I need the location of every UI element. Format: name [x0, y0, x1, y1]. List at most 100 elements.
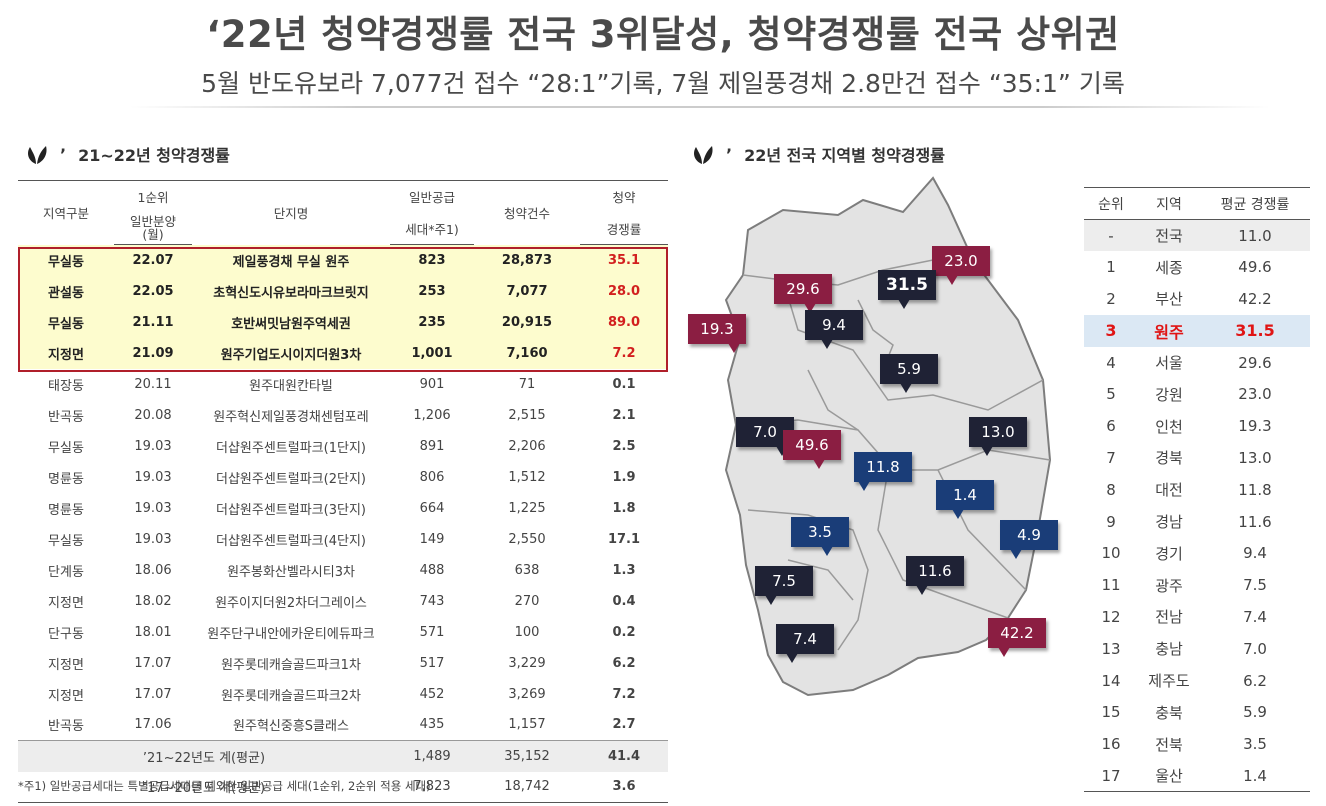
rank-cell-rate: 42.2	[1238, 289, 1272, 308]
left-section-heading: ’ 21~22년 청약경쟁률	[24, 142, 230, 166]
cell-region: 무실동	[48, 533, 84, 549]
map-label-ulsan: 4.9	[1000, 520, 1058, 559]
rank-cell-rate: 19.3	[1238, 417, 1272, 436]
cell-rate: 89.0	[580, 306, 668, 338]
cell-region: 무실동	[18, 306, 114, 338]
col-region: 지역	[1138, 187, 1200, 220]
cell-rate: 0.1	[612, 376, 636, 392]
rank-cell-region: 인천	[1155, 417, 1183, 436]
col-rate: 평균 경쟁률	[1200, 187, 1310, 220]
cell-date: 19.03	[134, 438, 172, 454]
cell-date: 17.07	[134, 655, 172, 671]
heading-tick: ’	[726, 144, 733, 164]
cell-date: 22.07	[114, 244, 192, 276]
rank-row: 3 원주 31.5	[1084, 314, 1310, 347]
cell-name: 더샵원주센트럴파크(1단지)	[216, 440, 366, 456]
cell-rate: 7.2	[612, 686, 636, 702]
cell-rate: 0.2	[612, 624, 636, 640]
cell-rate: 0.4	[612, 593, 636, 609]
cell-apps: 638	[514, 562, 540, 578]
col-supply-top: 일반공급	[390, 180, 474, 213]
table-row: 단계동 18.06 원주봉화산벨라시티3차 488 638 1.3	[18, 555, 668, 586]
cell-rate: 17.1	[607, 531, 641, 547]
table-row: 반곡동 17.06 원주혁신중흥S클래스 435 1,157 2.7	[18, 710, 668, 741]
cell-apps: 7,160	[474, 337, 580, 369]
rank-cell-rank: 2	[1106, 289, 1116, 308]
rank-cell-region: 서울	[1155, 354, 1183, 373]
cell-name: 원주봉화산벨라시티3차	[227, 564, 355, 580]
map-label-jeonbuk: 3.5	[791, 517, 849, 556]
rank-cell-region: 전북	[1155, 735, 1183, 754]
cell-supply: 435	[419, 717, 445, 733]
cell-date: 20.08	[134, 407, 172, 423]
cell-apps: 7,077	[474, 275, 580, 307]
cell-name: 원주단구내안에카운티에듀파크	[207, 626, 375, 642]
col-rate-bottom: 경쟁률	[580, 212, 668, 245]
heading-tick: ’	[60, 144, 67, 164]
col-date-top: 1순위	[114, 180, 192, 213]
rank-cell-region: 원주	[1138, 314, 1200, 347]
rank-cell-region: 경기	[1155, 544, 1183, 563]
cell-region: 단구동	[48, 626, 84, 642]
rank-cell-rank: 5	[1106, 385, 1116, 404]
map-label-incheon: 19.3	[688, 314, 746, 353]
rank-cell-rank: 11	[1101, 576, 1121, 595]
cell-apps: 2,206	[508, 438, 546, 454]
cell-name: 원주롯데캐슬골드파크2차	[221, 688, 361, 704]
rank-cell-rate: 9.4	[1243, 544, 1267, 563]
rank-cell-rank: 17	[1084, 760, 1138, 793]
rank-cell-rate: 7.4	[1243, 607, 1267, 626]
cell-rate: 6.2	[612, 655, 636, 671]
cell-apps: 20,915	[474, 306, 580, 338]
map-label-jeonnam: 7.4	[776, 624, 834, 663]
cell-rate: 1.9	[612, 469, 636, 485]
rank-table-body: - 전국 11.0 1 세종 49.6 2 부산 42.2 3 원주 31.5 4 서울 29.6 5 강원 23…	[1084, 219, 1310, 793]
table-row: 지정면 21.09 원주기업도시이지더원3차 1,001 7,160 7.2	[18, 337, 668, 369]
col-rate-top: 청약	[580, 180, 668, 213]
cell-rate: 1.3	[612, 562, 636, 578]
cell-region: 지정면	[48, 595, 84, 611]
cell-date: 21.11	[114, 306, 192, 338]
cell-supply: 823	[390, 244, 474, 276]
col-rank: 순위	[1084, 187, 1138, 220]
cell-apps: 1,157	[508, 717, 546, 733]
page-title: ‘22년 청약경쟁률 전국 3위달성, 청약경쟁률 전국 상위권	[206, 13, 1120, 56]
col-supply-bottom: 세대*주1)	[390, 212, 474, 245]
map-label-sejong: 49.6	[783, 430, 841, 469]
table-row: 무실동 19.03 더샵원주센트럴파크(4단지) 149 2,550 17.1	[18, 524, 668, 555]
table-row: 무실동 22.07 제일풍경채 무실 원주 823 28,873 35.1	[18, 244, 668, 276]
avg-rate: 41.4	[580, 740, 668, 772]
cell-apps: 2,515	[508, 407, 546, 423]
title-divider	[130, 106, 1270, 108]
cell-date: 18.06	[134, 562, 172, 578]
rank-cell-region: 대전	[1155, 481, 1183, 500]
cell-name: 원주혁신중흥S클래스	[233, 719, 349, 735]
rank-cell-rank: 3	[1084, 314, 1138, 347]
rank-row: 7 경북 13.0	[1084, 442, 1310, 474]
cell-region: 지정면	[48, 657, 84, 673]
rank-table: 순위 지역 평균 경쟁률 - 전국 11.0 1 세종 49.6 2 부산 42.2 3 원주 31.…	[1084, 187, 1310, 793]
cell-name: 원주대원칸타빌	[249, 378, 333, 394]
rank-row: 15 충북 5.9	[1084, 696, 1310, 728]
cell-date: 21.09	[114, 337, 192, 369]
cell-supply: 664	[419, 500, 445, 516]
rank-cell-rank: 16	[1101, 735, 1121, 754]
cell-name: 호반써밋남원주역세권	[192, 306, 390, 338]
rank-cell-rate: 11.0	[1200, 219, 1310, 252]
table-row: 단구동 18.01 원주단구내안에카운티에듀파크 571 100 0.2	[18, 617, 668, 648]
cell-supply: 901	[419, 376, 445, 392]
map-label-busan: 42.2	[988, 618, 1046, 657]
rank-cell-region: 부산	[1155, 290, 1183, 309]
table-row: 무실동 19.03 더샵원주센트럴파크(1단지) 891 2,206 2.5	[18, 431, 668, 462]
rank-cell-rate: 7.5	[1243, 576, 1267, 595]
rank-row: 10 경기 9.4	[1084, 537, 1310, 569]
cell-name: 원주혁신제일풍경채센텀포레	[213, 409, 369, 425]
cell-rate: 7.2	[580, 337, 668, 369]
cell-region: 지정면	[18, 337, 114, 369]
page-subtitle: 5월 반도유보라 7,077건 접수 “28:1”기록, 7월 제일풍경채 2.…	[201, 69, 1125, 98]
cell-rate: 2.5	[612, 438, 636, 454]
cell-supply: 517	[419, 655, 445, 671]
map-label-gyeongbuk: 13.0	[969, 417, 1027, 456]
average-row-1720: ’17~20년도 계(평균) 7,823 18,742 3.6	[18, 771, 668, 803]
rank-cell-rank: 13	[1101, 639, 1121, 658]
